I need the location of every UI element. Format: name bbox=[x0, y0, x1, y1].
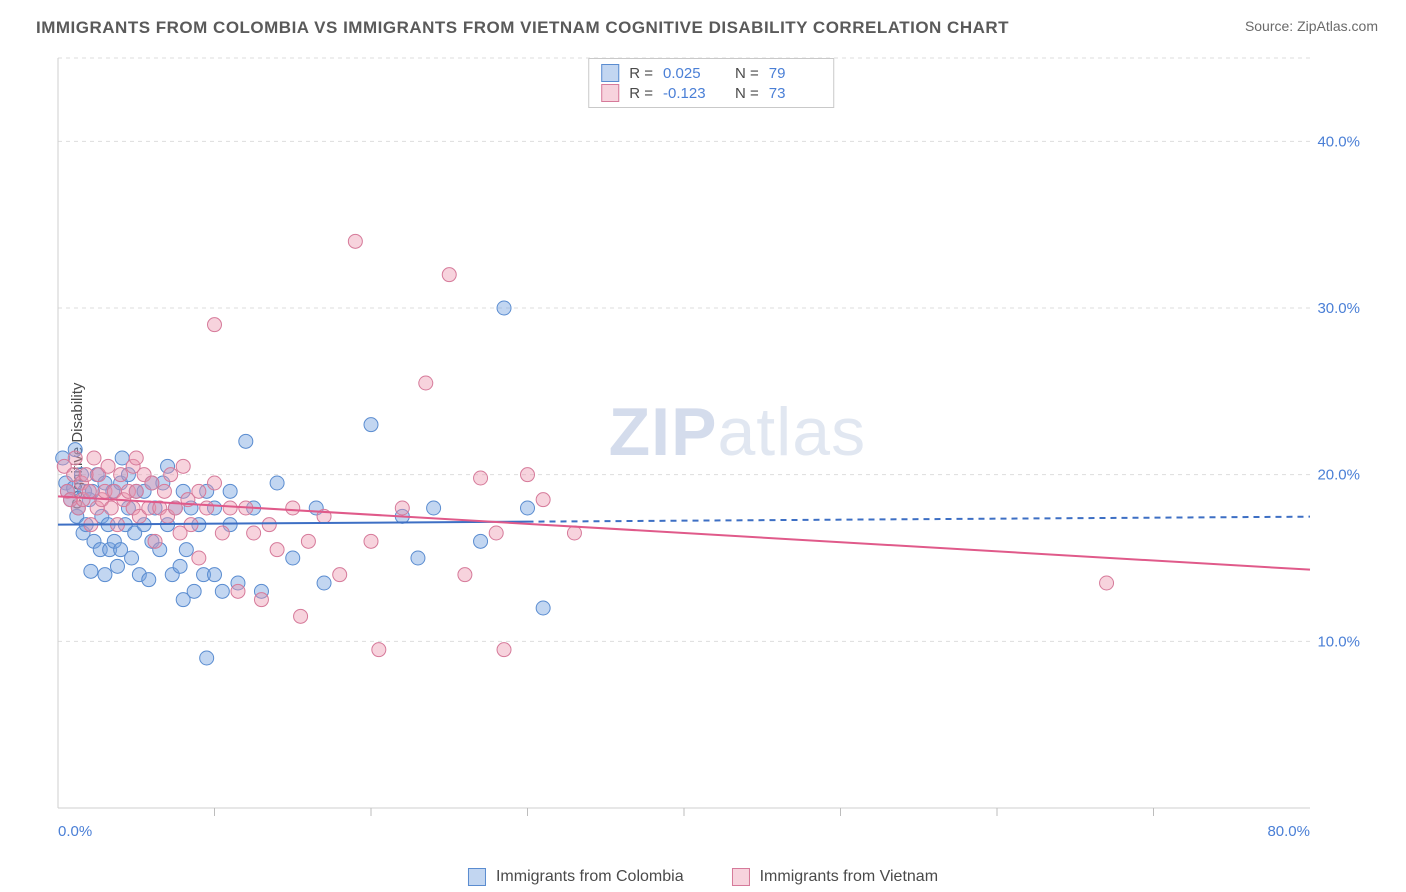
legend: Immigrants from Colombia Immigrants from… bbox=[468, 868, 938, 886]
swatch-icon bbox=[732, 868, 750, 886]
svg-text:0.0%: 0.0% bbox=[58, 823, 92, 840]
svg-text:40.0%: 40.0% bbox=[1317, 133, 1360, 150]
swatch-icon bbox=[468, 868, 486, 886]
stat-label: N = bbox=[735, 85, 759, 102]
scatter-chart: 10.0%20.0%30.0%40.0%0.0%80.0% ZIPatlas R… bbox=[52, 48, 1370, 848]
legend-label: Immigrants from Vietnam bbox=[760, 868, 938, 886]
svg-text:10.0%: 10.0% bbox=[1317, 633, 1360, 650]
svg-text:30.0%: 30.0% bbox=[1317, 300, 1360, 317]
swatch-icon bbox=[601, 64, 619, 82]
svg-text:20.0%: 20.0% bbox=[1317, 467, 1360, 484]
stat-label: R = bbox=[629, 85, 653, 102]
stat-label: R = bbox=[629, 65, 653, 82]
legend-item: Immigrants from Vietnam bbox=[732, 868, 938, 886]
swatch-icon bbox=[601, 84, 619, 102]
chart-title: IMMIGRANTS FROM COLOMBIA VS IMMIGRANTS F… bbox=[36, 18, 1009, 38]
stats-row: R = 0.025 N = 79 bbox=[601, 63, 821, 83]
correlation-stats-box: R = 0.025 N = 79 R = -0.123 N = 73 bbox=[588, 58, 834, 108]
legend-item: Immigrants from Colombia bbox=[468, 868, 684, 886]
stat-r-value: 0.025 bbox=[663, 65, 715, 82]
plot-svg: 10.0% 20.0% 30.0% 40.0% 0.0% 80.0% bbox=[52, 48, 1370, 848]
stat-n-value: 73 bbox=[769, 85, 821, 102]
legend-label: Immigrants from Colombia bbox=[496, 868, 684, 886]
source-attribution: Source: ZipAtlas.com bbox=[1245, 18, 1378, 34]
stat-n-value: 79 bbox=[769, 65, 821, 82]
svg-text:80.0%: 80.0% bbox=[1267, 823, 1310, 840]
stats-row: R = -0.123 N = 73 bbox=[601, 83, 821, 103]
stat-label: N = bbox=[735, 65, 759, 82]
stat-r-value: -0.123 bbox=[663, 85, 715, 102]
